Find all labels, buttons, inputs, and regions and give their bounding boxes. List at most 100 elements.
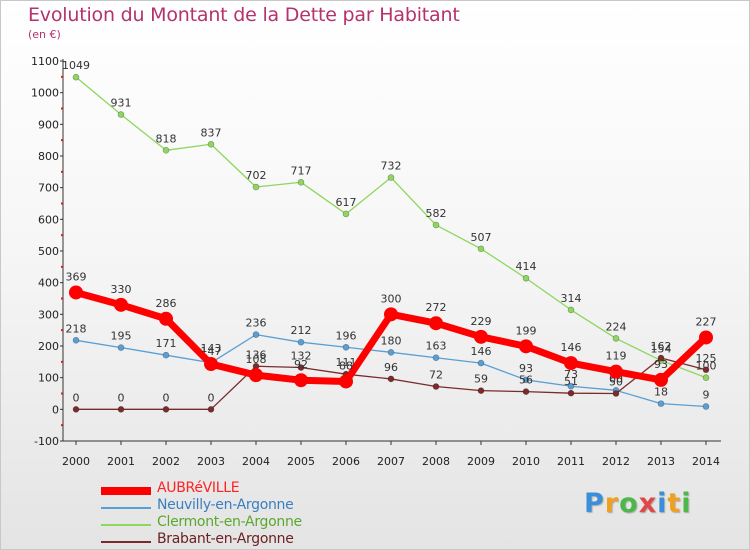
data-point-clermont-en-argonne [342, 210, 350, 218]
data-point-brabant-en-argonne [477, 387, 485, 394]
y-minor-tick [61, 234, 63, 237]
y-tick-label: 600 [38, 213, 59, 226]
data-label-clermont-en-argonne: 931 [111, 97, 132, 110]
data-point-aubr-ville [384, 307, 398, 322]
data-point-aubr-ville [294, 373, 308, 388]
legend-label: AUBRéVILLE [157, 480, 240, 496]
x-tick-label: 2012 [602, 455, 630, 468]
legend-swatch [101, 507, 151, 509]
y-tick-label: 800 [38, 150, 59, 163]
data-point-neuvilly-en-argonne [162, 351, 170, 359]
data-label-clermont-en-argonne: 732 [381, 160, 402, 173]
data-label-brabant-en-argonne: 125 [696, 352, 717, 365]
x-tick-label: 2013 [647, 455, 675, 468]
x-tick-label: 2000 [62, 455, 90, 468]
data-point-clermont-en-argonne [207, 140, 215, 148]
data-point-clermont-en-argonne [387, 174, 395, 181]
data-label-neuvilly-en-argonne: 171 [156, 337, 177, 350]
data-label-brabant-en-argonne: 0 [73, 391, 80, 404]
data-label-brabant-en-argonne: 0 [208, 391, 215, 404]
logo-letter: i [681, 488, 692, 519]
data-point-neuvilly-en-argonne [297, 338, 305, 346]
x-tick-label: 2001 [107, 455, 135, 468]
data-point-aubr-ville [519, 339, 533, 354]
data-label-aubr-ville: 330 [111, 283, 132, 296]
data-point-aubr-ville [339, 374, 353, 389]
x-tick-label: 2010 [512, 455, 540, 468]
data-label-neuvilly-en-argonne: 73 [564, 368, 578, 381]
data-point-neuvilly-en-argonne [252, 331, 260, 338]
data-label-aubr-ville: 199 [516, 324, 537, 337]
data-label-brabant-en-argonne: 162 [651, 340, 672, 353]
data-label-clermont-en-argonne: 1049 [62, 59, 90, 72]
data-label-brabant-en-argonne: 56 [519, 374, 533, 387]
data-label-brabant-en-argonne: 0 [163, 391, 170, 404]
data-label-aubr-ville: 369 [66, 270, 87, 283]
data-label-clermont-en-argonne: 507 [471, 231, 492, 244]
y-minor-tick [61, 202, 63, 205]
data-label-aubr-ville: 92 [294, 358, 308, 371]
data-point-brabant-en-argonne [207, 406, 215, 413]
data-point-aubr-ville [474, 329, 488, 344]
legend-label: Brabant-en-Argonne [157, 531, 294, 547]
data-point-clermont-en-argonne [612, 335, 620, 342]
data-label-neuvilly-en-argonne: 195 [111, 330, 132, 343]
x-tick-label: 2006 [332, 455, 360, 468]
data-label-neuvilly-en-argonne: 9 [703, 388, 710, 401]
data-point-clermont-en-argonne [72, 73, 80, 81]
y-minor-tick [61, 75, 63, 78]
data-label-clermont-en-argonne: 314 [561, 292, 582, 305]
data-point-brabant-en-argonne [162, 406, 170, 413]
y-tick-label: 900 [38, 118, 59, 131]
data-point-brabant-en-argonne [657, 354, 665, 362]
data-label-aubr-ville: 93 [654, 358, 668, 371]
legend-label: Clermont-en-Argonne [157, 514, 302, 530]
data-label-aubr-ville: 229 [471, 315, 492, 328]
data-label-brabant-en-argonne: 136 [246, 348, 267, 361]
logo-letter: t [667, 488, 682, 519]
logo-letter: P [584, 488, 605, 519]
data-point-aubr-ville [204, 357, 218, 372]
x-tick-label: 2009 [467, 455, 495, 468]
data-label-clermont-en-argonne: 414 [516, 260, 537, 273]
data-label-aubr-ville: 108 [246, 353, 267, 366]
data-label-brabant-en-argonne: 111 [336, 356, 357, 369]
y-tick-label: 200 [38, 340, 59, 353]
data-point-aubr-ville [609, 364, 623, 379]
y-minor-tick [61, 297, 63, 300]
y-minor-tick [61, 424, 63, 427]
data-point-neuvilly-en-argonne [522, 376, 530, 384]
y-minor-tick [61, 139, 63, 142]
data-label-neuvilly-en-argonne: 180 [381, 334, 402, 347]
data-label-neuvilly-en-argonne: 218 [66, 322, 87, 335]
data-point-brabant-en-argonne [612, 390, 620, 397]
y-minor-tick [61, 107, 63, 110]
data-point-clermont-en-argonne [252, 183, 260, 191]
y-tick-label: 1000 [31, 87, 59, 100]
data-point-aubr-ville [249, 368, 263, 383]
data-label-aubr-ville: 272 [426, 301, 447, 314]
data-label-neuvilly-en-argonne: 212 [291, 324, 312, 337]
data-point-aubr-ville [564, 356, 578, 371]
data-point-clermont-en-argonne [297, 178, 305, 186]
data-point-clermont-en-argonne [522, 274, 530, 282]
logo-letter: o [619, 488, 639, 519]
data-label-neuvilly-en-argonne: 93 [519, 362, 533, 375]
y-minor-tick [61, 360, 63, 363]
data-label-neuvilly-en-argonne: 146 [471, 345, 492, 358]
logo-letter: i [657, 488, 668, 519]
y-tick-label: 400 [38, 277, 59, 290]
logo-letter: x [638, 488, 658, 519]
logo-letter: r [604, 488, 620, 519]
data-label-clermont-en-argonne: 582 [426, 207, 447, 220]
data-point-aubr-ville [69, 285, 83, 300]
data-point-neuvilly-en-argonne [387, 349, 395, 356]
y-tick-label: 700 [38, 182, 59, 195]
data-label-clermont-en-argonne: 837 [201, 126, 222, 139]
y-tick-label: 1100 [31, 55, 59, 68]
y-minor-tick [61, 329, 63, 332]
data-point-clermont-en-argonne [567, 306, 575, 314]
y-minor-tick [61, 265, 63, 268]
data-label-neuvilly-en-argonne: 236 [246, 317, 267, 330]
